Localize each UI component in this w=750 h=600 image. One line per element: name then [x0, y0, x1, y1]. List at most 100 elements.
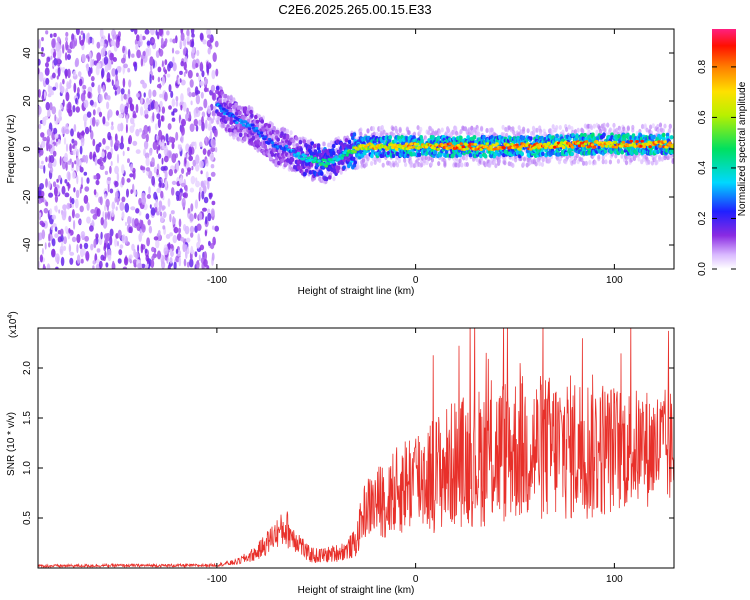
noise-cell: [194, 141, 197, 150]
noise-cell: [38, 199, 42, 204]
noise-cell: [90, 58, 93, 69]
noise-cell: [89, 125, 92, 133]
noise-cell: [149, 74, 152, 84]
noise-cell: [66, 182, 69, 187]
noise-cell: [83, 99, 89, 109]
noise-cell: [54, 194, 59, 203]
noise-cell: [51, 214, 57, 220]
noise-cell: [212, 115, 215, 121]
noise-cell: [132, 170, 136, 180]
noise-cell: [186, 29, 190, 36]
noise-cell: [43, 90, 47, 100]
noise-cell: [102, 84, 105, 93]
spectrogram-signal-ridge: [215, 84, 674, 185]
noise-cell: [51, 38, 56, 49]
ridge-halo-cell: [551, 124, 555, 130]
noise-cell: [161, 106, 166, 114]
ridge-shoulder-cell: [419, 135, 424, 140]
ridge-core-cell: [448, 142, 453, 146]
noise-cell: [183, 61, 187, 71]
ridge-shoulder-cell: [246, 110, 250, 115]
noise-cell: [183, 71, 186, 77]
noise-cell: [147, 170, 153, 179]
ridge-core-cell: [222, 107, 226, 111]
noise-cell: [80, 131, 85, 136]
noise-cell: [181, 168, 185, 174]
noise-cell: [148, 186, 151, 195]
ridge-halo-cell: [412, 163, 417, 169]
noise-cell: [145, 48, 150, 58]
noise-cell: [128, 79, 132, 88]
noise-cell: [49, 208, 53, 216]
noise-cell: [114, 181, 119, 188]
noise-cell: [65, 31, 69, 37]
noise-cell: [135, 93, 140, 98]
noise-cell: [65, 91, 70, 102]
noise-cell: [69, 158, 72, 163]
ridge-halo-cell: [550, 129, 554, 135]
noise-cell: [201, 190, 205, 200]
noise-cell: [98, 93, 103, 103]
noise-cell: [206, 65, 210, 74]
noise-cell: [133, 248, 136, 258]
noise-cell: [180, 134, 184, 144]
noise-cell: [130, 163, 134, 172]
noise-cell: [198, 212, 203, 221]
noise-cell: [175, 190, 181, 197]
ridge-core-cell: [356, 147, 360, 151]
noise-cell: [171, 187, 175, 196]
ridge-shoulder-cell: [262, 128, 266, 133]
noise-cell: [200, 170, 203, 175]
ridge-shoulder-cell: [417, 152, 422, 157]
ridge-halo-cell: [556, 155, 560, 161]
noise-cell: [158, 129, 163, 140]
noise-cell: [148, 125, 151, 134]
noise-cell: [167, 242, 171, 250]
noise-cell: [162, 211, 167, 218]
noise-cell: [82, 84, 87, 90]
ridge-shoulder-cell: [324, 176, 329, 182]
noise-cell: [49, 102, 53, 111]
noise-cell: [194, 251, 198, 258]
noise-cell: [210, 208, 215, 217]
ridge-core-cell: [633, 145, 637, 148]
ridge-halo-cell: [580, 157, 584, 163]
noise-cell: [116, 153, 120, 164]
noise-cell: [167, 123, 172, 130]
ridge-core-cell: [487, 147, 492, 151]
ridge-halo-cell: [430, 157, 434, 163]
noise-cell: [169, 257, 173, 264]
ridge-shoulder-cell: [316, 143, 321, 148]
noise-cell: [77, 219, 82, 225]
noise-cell: [214, 146, 218, 153]
noise-cell: [147, 219, 151, 226]
ridge-halo-cell: [603, 127, 607, 133]
noise-cell: [119, 244, 124, 249]
figure-title: C2E6.2025.265.00.15.E33: [278, 2, 431, 17]
ridge-shoulder-cell: [344, 138, 349, 143]
noise-cell: [151, 246, 155, 253]
noise-cell: [171, 111, 175, 116]
ridge-core-cell: [260, 134, 265, 138]
noise-cell: [136, 49, 142, 59]
noise-cell: [62, 245, 67, 251]
noise-cell: [199, 80, 204, 87]
noise-cell: [211, 200, 216, 206]
ridge-core-cell: [263, 135, 268, 139]
ridge-core-cell: [394, 147, 399, 151]
ridge-halo-cell: [561, 129, 565, 135]
ridge-shoulder-cell: [339, 141, 344, 147]
ridge-halo-cell: [606, 122, 610, 128]
ridge-halo-cell: [359, 131, 363, 137]
ridge-core-cell: [323, 158, 328, 162]
noise-cell: [121, 211, 125, 220]
ridge-shoulder-cell: [302, 139, 307, 144]
noise-cell: [114, 237, 118, 247]
ridge-shoulder-cell: [234, 102, 238, 107]
noise-cell: [80, 231, 86, 239]
ridge-core-cell: [579, 141, 584, 145]
noise-cell: [207, 47, 211, 55]
noise-cell: [104, 233, 109, 240]
ridge-shoulder-cell: [433, 150, 438, 155]
noise-cell: [214, 40, 219, 48]
